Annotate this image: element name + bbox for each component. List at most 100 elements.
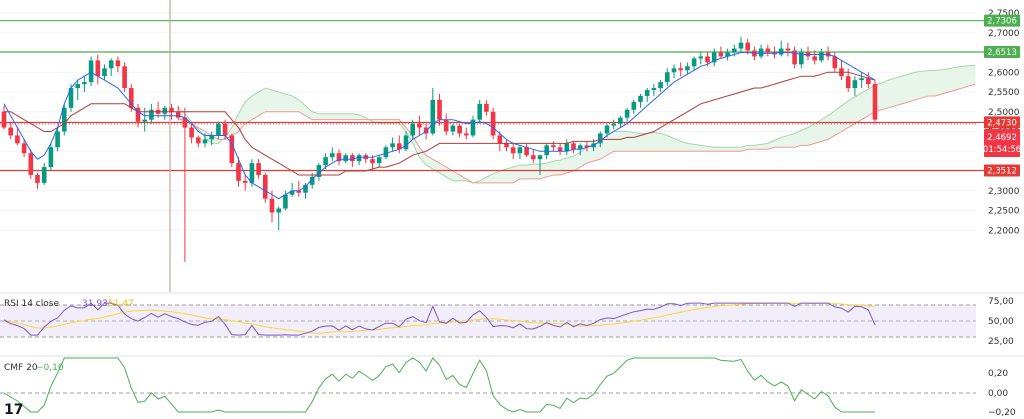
candle: [108, 58, 114, 77]
kijun-line: [4, 71, 876, 176]
candle: [350, 153, 355, 168]
candle: [671, 64, 677, 79]
candle: [718, 46, 724, 59]
rsi-tick-25: 25,00: [988, 337, 1014, 347]
candle: [531, 149, 536, 164]
level-badges: 2,7306 2,6513 2,4730 2,3512: [984, 14, 1020, 177]
svg-text:2,3512: 2,3512: [987, 167, 1017, 177]
candle: [88, 56, 94, 87]
candle: [376, 155, 382, 168]
candle: [537, 155, 543, 175]
price-tick-label: 2,6000: [988, 68, 1020, 78]
candle: [866, 72, 871, 89]
candle: [738, 36, 744, 53]
candle: [410, 119, 415, 140]
candle: [216, 121, 221, 140]
rsi-value: 31,93: [82, 299, 108, 309]
candle: [457, 123, 462, 138]
svg-text:2,7306: 2,7306: [987, 17, 1017, 27]
senkou-span-a: [177, 64, 976, 184]
candle: [665, 68, 670, 87]
candle: [390, 137, 395, 152]
candle: [725, 48, 730, 61]
level-badge: 2,3512: [984, 164, 1020, 177]
candle: [330, 147, 335, 162]
candle: [470, 115, 476, 138]
rsi-pane: RSI 14 close 31,93 51,47 75,00 50,00 25,…: [0, 297, 1014, 347]
candle: [256, 159, 261, 179]
candle: [41, 163, 47, 185]
candle: [638, 93, 643, 108]
candle: [477, 99, 482, 124]
candle: [296, 180, 302, 197]
candle: [149, 103, 154, 124]
candle: [651, 84, 657, 96]
candle: [698, 52, 704, 65]
candle: [175, 105, 181, 120]
candle: [852, 76, 858, 96]
candle: [745, 38, 750, 55]
candle: [832, 52, 838, 73]
candle: [517, 145, 523, 160]
candle: [356, 153, 362, 166]
candle: [21, 139, 27, 158]
candle: [102, 64, 107, 81]
cmf-pane: CMF 20 −0,10 0,20 0,00 −0,20: [0, 357, 1016, 418]
cmf-tick-000: 0,00: [988, 389, 1008, 399]
price-tick-label: 2,2500: [988, 207, 1020, 217]
candle: [859, 72, 864, 89]
tradingview-logo[interactable]: 17: [4, 402, 23, 418]
candle: [242, 174, 248, 191]
candle: [711, 48, 717, 67]
candle: [48, 143, 54, 171]
candle: [524, 143, 529, 158]
candle: [229, 133, 235, 168]
candle: [55, 127, 60, 152]
candle: [443, 113, 449, 136]
candle: [283, 190, 288, 211]
candle: [819, 48, 824, 63]
candle: [658, 80, 663, 92]
cmf-value: −0,10: [36, 363, 64, 373]
candle: [75, 80, 80, 100]
rsi-label: RSI 14 close: [4, 299, 59, 309]
level-badge: 2,4730: [984, 116, 1020, 129]
candle: [196, 135, 201, 148]
candle: [135, 103, 141, 128]
candle: [504, 139, 509, 152]
candle: [691, 56, 697, 71]
candle: [95, 54, 101, 85]
candle: [417, 115, 422, 136]
candle: [263, 172, 268, 203]
candle: [209, 131, 214, 146]
cmf-label: CMF 20: [4, 363, 38, 373]
candle: [35, 172, 40, 189]
candle: [236, 157, 241, 187]
svg-text:2,6513: 2,6513: [987, 48, 1017, 58]
candle: [122, 62, 127, 92]
candle: [571, 141, 576, 154]
candle: [685, 62, 690, 75]
candle: [115, 56, 121, 73]
candle: [644, 88, 650, 102]
candle: [510, 143, 516, 160]
candle: [62, 103, 67, 136]
candle: [189, 123, 194, 144]
candle: [162, 105, 168, 120]
price-tick-label: 2,7500: [988, 9, 1020, 19]
candle: [15, 127, 20, 146]
candle: [490, 107, 496, 140]
candle: [269, 190, 275, 223]
candle: [82, 76, 87, 92]
candle: [403, 131, 409, 152]
candle: [1, 105, 7, 130]
candle: [872, 80, 878, 124]
candle: [631, 99, 637, 114]
candle: [397, 135, 402, 154]
candle: [812, 50, 817, 65]
candle: [450, 123, 456, 136]
price-tick-label: 2,5500: [988, 88, 1020, 98]
rsi-tick-50: 50,00: [988, 317, 1014, 327]
cmf-line: [3, 357, 875, 413]
